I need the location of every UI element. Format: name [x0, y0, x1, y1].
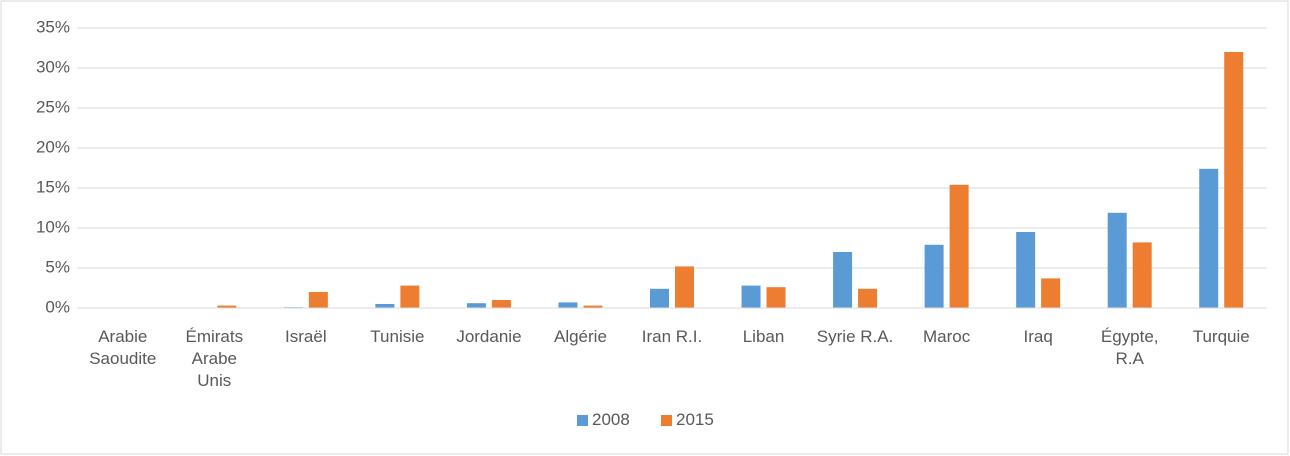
legend-label: 2008: [592, 410, 630, 429]
bar: [375, 304, 395, 308]
y-tick-label: 5%: [45, 257, 70, 276]
y-tick-label: 25%: [36, 97, 70, 116]
y-tick-label: 20%: [36, 137, 70, 156]
legend-item: 2015: [661, 410, 714, 430]
x-tick-label: Liban: [742, 327, 785, 346]
y-tick-label: 10%: [36, 217, 70, 236]
legend-item: 2008: [577, 410, 630, 430]
y-tick-label: 30%: [36, 57, 70, 76]
x-tick-label: Émirats Arabe Unis: [185, 327, 244, 390]
x-tick-label: Turquie: [1192, 327, 1250, 346]
bar: [583, 305, 603, 308]
y-tick-label: 0%: [45, 297, 70, 316]
bar: [1224, 52, 1244, 308]
bar: [650, 288, 669, 308]
bar: [308, 292, 328, 308]
x-tick-label: Algérie: [553, 327, 607, 346]
x-tick-label: Jordanie: [456, 327, 522, 346]
bar: [858, 288, 878, 308]
x-tick-label: Égypte, R.A: [1100, 327, 1159, 368]
x-tick-label: Arabie Saoudite: [89, 327, 157, 368]
bar: [741, 285, 761, 308]
x-tick-label: Iran R.I.: [641, 327, 703, 346]
bar: [675, 266, 694, 308]
legend-label: 2015: [676, 410, 714, 429]
bar: [766, 287, 786, 308]
bar: [217, 305, 237, 308]
legend-swatch: [661, 414, 672, 426]
x-tick-label: Maroc: [922, 327, 971, 346]
bar: [466, 303, 486, 308]
bar: [558, 302, 578, 308]
bar: [1132, 242, 1152, 308]
bar: [924, 244, 944, 308]
bar: [949, 184, 969, 308]
y-tick-label: 15%: [36, 177, 70, 196]
x-tick-label: Tunisie: [370, 327, 425, 346]
x-tick-label: Syrie R.A.: [816, 327, 894, 346]
bar: [491, 300, 511, 308]
x-tick-label: Iraq: [1023, 327, 1053, 346]
x-tick-label: Israël: [285, 327, 327, 346]
bar: [1041, 278, 1061, 308]
bar: [833, 252, 853, 308]
bar: [1016, 232, 1036, 308]
y-tick-label: 35%: [36, 17, 70, 36]
legend-swatch: [577, 414, 588, 426]
bar: [400, 285, 420, 308]
bar: [1199, 168, 1219, 308]
bar: [1107, 212, 1127, 308]
